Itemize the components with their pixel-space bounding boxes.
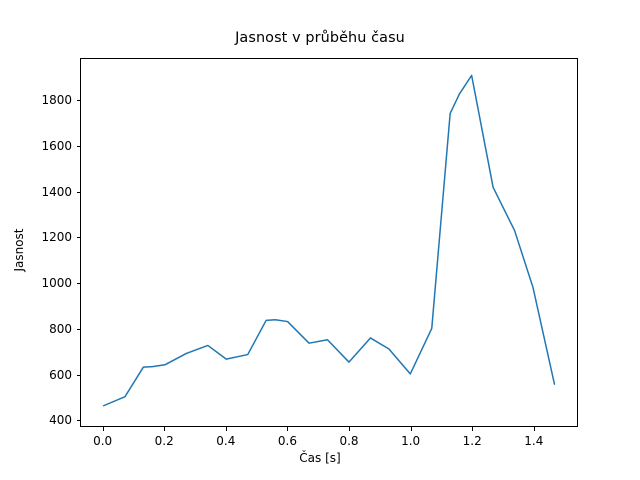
plot-area xyxy=(80,58,578,427)
y-tick-mark xyxy=(76,374,80,376)
y-tick-mark xyxy=(76,420,80,422)
x-tick-mark xyxy=(533,427,535,431)
y-tick-label: 1400 xyxy=(41,184,72,199)
y-tick-label: 1000 xyxy=(41,276,72,291)
x-tick-mark xyxy=(349,427,351,431)
y-tick-label: 600 xyxy=(49,367,72,382)
x-tick-label: 0.6 xyxy=(277,434,297,448)
y-axis-label: Jasnost xyxy=(12,228,26,272)
x-tick-label: 1.4 xyxy=(524,434,544,448)
x-tick-label: 0.4 xyxy=(216,434,236,448)
y-tick-mark xyxy=(76,283,80,285)
y-tick-label: 1600 xyxy=(41,138,72,153)
x-tick-mark xyxy=(410,427,412,431)
x-tick-mark xyxy=(164,427,166,431)
x-tick-mark xyxy=(102,427,104,431)
x-tick-label: 1.0 xyxy=(401,434,421,448)
x-axis-label: Čas [s] xyxy=(299,451,341,465)
x-tick-label: 0.0 xyxy=(93,434,113,448)
y-tick-mark xyxy=(76,100,80,102)
x-tick-label: 1.2 xyxy=(462,434,482,448)
y-tick-label: 800 xyxy=(49,321,72,336)
y-tick-mark xyxy=(76,328,80,330)
y-tick-label: 1200 xyxy=(41,230,72,245)
x-tick-mark xyxy=(225,427,227,431)
y-tick-label: 1800 xyxy=(41,93,72,108)
x-tick-label: 0.8 xyxy=(339,434,359,448)
chart-title: Jasnost v průběhu času xyxy=(235,30,405,46)
data-line-jasnost xyxy=(102,74,556,407)
y-tick-label: 400 xyxy=(49,413,72,428)
y-tick-mark xyxy=(76,191,80,193)
line-series-svg xyxy=(102,74,556,407)
x-tick-mark xyxy=(472,427,474,431)
x-tick-label: 0.2 xyxy=(154,434,174,448)
y-tick-mark xyxy=(76,237,80,239)
x-tick-mark xyxy=(287,427,289,431)
y-tick-mark xyxy=(76,145,80,147)
